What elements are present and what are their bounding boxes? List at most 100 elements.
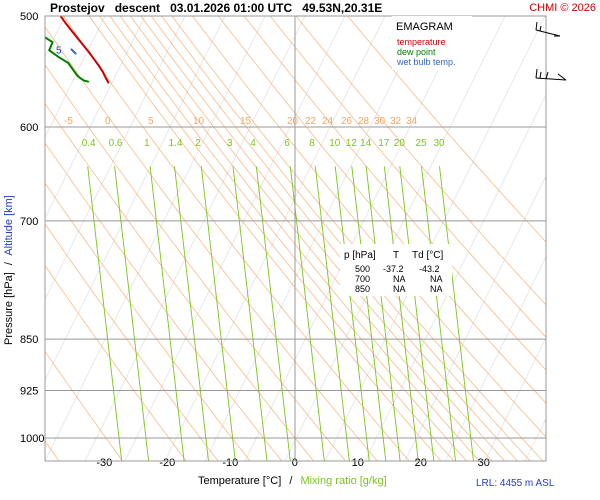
- wind-barb-icon: [535, 21, 561, 37]
- mixing-ratio-line: [232, 166, 268, 461]
- dry-adiabat-label: 10: [193, 116, 205, 127]
- background-diagonal: [45, 16, 186, 301]
- dry-adiabat-line: [119, 16, 480, 461]
- y-tick-label: 1000: [20, 433, 44, 445]
- y-tick-label: 925: [20, 386, 38, 398]
- y-axis-label-sep: /: [3, 261, 15, 265]
- x-tick-label: -20: [159, 457, 175, 469]
- dry-adiabat-label: -5: [64, 116, 73, 127]
- series-point: [87, 50, 90, 53]
- legend-wet-bulb: wet bulb temp.: [396, 57, 456, 67]
- dry-adiabat-line: [45, 102, 315, 461]
- y-tick-label: 600: [20, 122, 38, 134]
- mixing-ratio-label: 6: [284, 138, 290, 149]
- series-point: [107, 82, 110, 84]
- dry-adiabat-line: [130, 16, 493, 461]
- mixing-ratio-line: [289, 166, 325, 461]
- y-axis-label-pressure: Pressure [hPa]: [3, 272, 15, 345]
- mixing-ratio-line: [334, 166, 370, 461]
- mixing-ratio-label: 17: [378, 138, 390, 149]
- background-diagonal: [84, 16, 306, 461]
- lrl-label: LRL: 4455 m ASL: [476, 478, 555, 489]
- y-tick-label: 700: [20, 216, 38, 228]
- mixing-ratio-label: 4: [250, 138, 256, 149]
- dry-adiabat-label: 26: [341, 116, 353, 127]
- x-axis-label-sep: /: [289, 475, 293, 487]
- values-table: p [hPa] T Td [°C] 500 -37.2 -43.2 700 NA…: [340, 244, 452, 296]
- background-diagonal: [524, 417, 546, 461]
- mixing-ratio-label: 12: [346, 138, 358, 149]
- mixing-ratio-label: 0.6: [109, 138, 123, 149]
- mixing-ratio-line: [149, 166, 185, 461]
- table-cell: NA: [393, 274, 406, 284]
- mixing-ratio-line: [383, 166, 419, 461]
- dry-adiabat-line: [45, 142, 283, 461]
- dry-adiabat-label: 34: [406, 116, 418, 127]
- dry-adiabat-label: 30: [374, 116, 386, 127]
- x-tick-label: 20: [415, 457, 427, 469]
- background-diagonal: [404, 174, 546, 461]
- mixing-ratio-line: [87, 166, 123, 461]
- background-diagonal: [565, 16, 600, 461]
- mixing-ratio-label: 1: [144, 138, 150, 149]
- x-axis-label-mixing: Mixing ratio [g/kg]: [300, 475, 386, 487]
- dry-adiabat-line: [45, 64, 346, 461]
- table-cell: 500: [355, 264, 370, 274]
- mixing-ratio-line: [255, 166, 291, 461]
- mixing-ratio-line: [114, 166, 150, 461]
- series-point: [76, 36, 78, 39]
- x-tick-label: -30: [96, 457, 112, 469]
- table-cell: 850: [355, 284, 370, 294]
- dry-adiabat-label: 0: [105, 116, 111, 127]
- dry-adiabat-label: 24: [322, 116, 334, 127]
- mixing-ratio-line: [365, 166, 401, 461]
- background-diagonal: [164, 16, 386, 461]
- series-point: [105, 77, 107, 80]
- series-point: [75, 53, 77, 55]
- series-line-temperature: [59, 16, 110, 84]
- station-coords: 49.53N,20.31E: [302, 1, 383, 15]
- dry-adiabat-line: [243, 16, 546, 371]
- background-diagonal: [284, 16, 506, 461]
- mixing-ratio-line: [314, 166, 350, 461]
- background-diagonal: [45, 16, 226, 381]
- table-header-t: T: [393, 250, 399, 261]
- series-point: [70, 29, 73, 32]
- mixing-ratio-line: [439, 166, 474, 461]
- background-diagonal: [444, 255, 546, 461]
- dry-adiabat-line: [62, 16, 410, 461]
- dry-adiabat-line: [45, 350, 124, 461]
- dry-adiabat-line: [99, 16, 455, 461]
- series-point: [70, 48, 73, 50]
- dry-adiabat-line: [295, 16, 546, 306]
- dry-adiabat-line: [140, 16, 506, 461]
- dry-adiabat-line: [192, 16, 546, 438]
- mixing-ratio-line: [174, 166, 209, 461]
- table-header-td: Td [°C]: [412, 250, 443, 261]
- mixing-ratio-label: 0.4: [82, 138, 96, 149]
- dry-adiabat-label: 15: [240, 116, 252, 127]
- wind-barb-icon: [535, 68, 567, 81]
- dry-adiabat-label: 5: [148, 116, 154, 127]
- table-cell: NA: [430, 274, 443, 284]
- dry-adiabat-line: [269, 16, 546, 338]
- x-tick-label: 10: [352, 457, 364, 469]
- chart-header: Prostejov descent 03.01.2026 01:00 UTC 4…: [50, 1, 382, 15]
- dry-adiabat-line: [45, 182, 251, 461]
- altitude-label: 5: [56, 45, 62, 56]
- series-point: [58, 56, 60, 58]
- dry-adiabat-line: [347, 16, 546, 243]
- dry-adiabat-line: [150, 16, 519, 461]
- dry-adiabat-line: [45, 26, 378, 461]
- table-cell: -43.2: [419, 264, 440, 274]
- sounding-mode: descent: [114, 1, 161, 15]
- series-point: [76, 75, 79, 77]
- background-diagonal: [324, 16, 546, 461]
- background-diagonal: [45, 16, 146, 220]
- y-tick-label: 500: [20, 11, 38, 23]
- dry-adiabat-label: 20: [287, 116, 299, 127]
- series-point: [51, 41, 54, 43]
- y-axis-label-altitude: Altitude [km]: [3, 195, 15, 256]
- legend-title: EMAGRAM: [396, 21, 453, 33]
- mixing-ratio-label: 10: [329, 138, 341, 149]
